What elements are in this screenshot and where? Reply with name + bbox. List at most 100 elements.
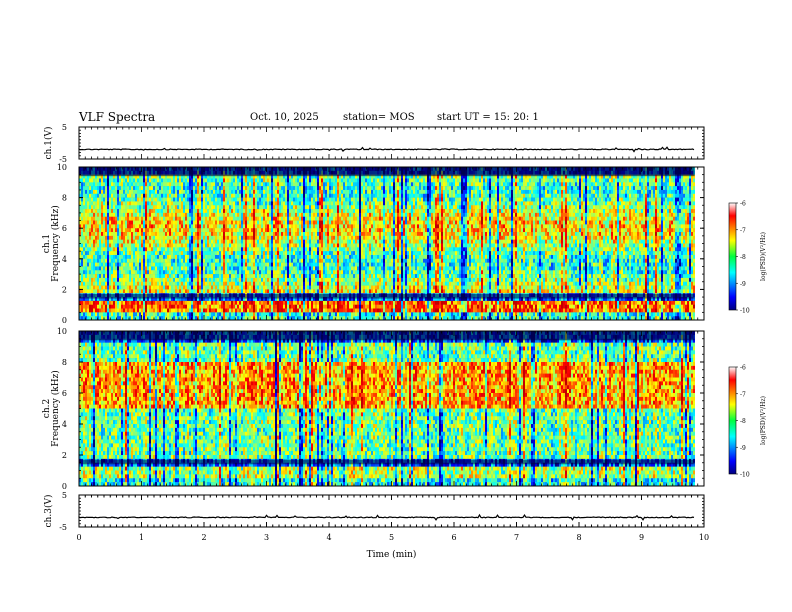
ch1-spectrogram-cell <box>147 221 149 225</box>
ch1-spectrogram-cell <box>135 255 137 259</box>
ch1-spectrogram-cell <box>153 217 155 221</box>
ch1-spectrogram-cell <box>173 301 175 305</box>
ch1-spectrogram-cell <box>177 228 179 232</box>
ch1-spectrogram-cell <box>93 209 95 213</box>
ch1-spectrogram-cell <box>91 251 93 255</box>
ch1-spectrogram-cell <box>121 213 123 217</box>
ch1-spectrogram-cell <box>111 209 113 213</box>
ch1-spectrogram-cell <box>163 309 165 313</box>
ch1-spectrogram-cell <box>95 232 97 236</box>
ch1-spectrogram-cell <box>149 251 151 255</box>
ch1-spectrogram-cell <box>151 270 153 274</box>
ch1-spectrogram-cell <box>147 266 149 270</box>
ch1-spectrogram-cell <box>121 286 123 290</box>
ch1-spectrogram-cell <box>103 236 105 240</box>
ch1-spectrogram-cell <box>133 278 135 282</box>
ch1-spectrogram-cell <box>83 251 85 255</box>
ch1-spectrogram-cell <box>127 244 129 248</box>
ch1-spectrogram-cell <box>165 312 167 316</box>
ch1-spectrogram-cell <box>113 198 115 202</box>
ch1-spectrogram-cell <box>135 205 137 209</box>
ch1-spectrogram-cell <box>137 198 139 202</box>
ch1-spectrogram-cell <box>129 198 131 202</box>
ch1-spectrogram-cell <box>163 255 165 259</box>
ch1-spectrogram-cell <box>137 221 139 225</box>
ch1-spectrogram-cell <box>93 240 95 244</box>
ch1-spectrogram-cell <box>161 286 163 290</box>
ch1-spectrogram-cell <box>171 178 173 182</box>
ch1-spectrogram-cell <box>99 244 101 248</box>
ch1-spectrogram-cell <box>155 251 157 255</box>
ch1-spectrogram-cell <box>171 232 173 236</box>
ch1-spectrogram-cell <box>177 255 179 259</box>
ch1-spectrogram-cell <box>167 221 169 225</box>
ch1-spectrogram-cell <box>99 289 101 293</box>
ch1-spectrogram-cell <box>167 205 169 209</box>
ch1-spectrogram-cell <box>99 178 101 182</box>
ch1-spectrogram-cell <box>155 209 157 213</box>
ch1-spectrogram-cell <box>95 312 97 316</box>
ch1-spectrogram-cell <box>149 259 151 263</box>
ch1-spectrogram-cell <box>177 309 179 313</box>
ch1-spectrogram-cell <box>149 205 151 209</box>
ch1-spectrogram-cell <box>179 182 181 186</box>
ch1-spectrogram-cell <box>99 274 101 278</box>
ch1-spectrogram-cell <box>161 201 163 205</box>
ch1-spectrogram-cell <box>85 190 87 194</box>
ch1-spectrogram-cell <box>149 270 151 274</box>
ch1-spectrogram-cell <box>127 232 129 236</box>
ch1-spectrogram-cell <box>167 286 169 290</box>
ch1-spectrogram-cell <box>151 240 153 244</box>
ch1-spectrogram-cell <box>153 305 155 309</box>
ch1-spectrogram-cell <box>163 228 165 232</box>
ch1-spectrogram-cell <box>113 309 115 313</box>
ch1-spectrogram-cell <box>119 263 121 267</box>
ch1-spectrogram-cell <box>101 305 103 309</box>
ch1-spectrogram-cell <box>107 255 109 259</box>
ch1-spectrogram-cell <box>131 286 133 290</box>
ch1-spectrogram-cell <box>91 198 93 202</box>
ch1-spectrogram-cell <box>115 251 117 255</box>
ch1-spectrogram-cell <box>137 186 139 190</box>
ch1-spectrogram-cell <box>165 186 167 190</box>
ch1-spectrogram-cell <box>93 201 95 205</box>
ch1-spectrogram-cell <box>163 236 165 240</box>
ch1-spectrogram-cell <box>91 274 93 278</box>
ch1-spectrogram-cell <box>103 251 105 255</box>
ch1-spectrogram-cell <box>175 301 177 305</box>
ch1-spectrogram-cell <box>155 182 157 186</box>
ch1-spectrogram-cell <box>115 240 117 244</box>
ch1-spectrogram-cell <box>93 301 95 305</box>
ch1-spectrogram-cell <box>149 282 151 286</box>
ch1-spectrogram-cell <box>99 247 101 251</box>
ch1-spectrogram-cell <box>107 217 109 221</box>
ch1-spectrogram-cell <box>167 209 169 213</box>
ch1-spectrogram-cell <box>99 213 101 217</box>
ch1-spectrogram-cell <box>113 312 115 316</box>
ch1-spectrogram-cell <box>95 186 97 190</box>
ch1-spectrogram-cell <box>159 305 161 309</box>
ch1-spectrogram-cell <box>129 244 131 248</box>
ch1-spectrogram-cell <box>163 224 165 228</box>
ch1-spectrogram-cell <box>81 259 83 263</box>
ch1-spectrogram-cell <box>137 263 139 267</box>
ch1-spectrogram-cell <box>119 282 121 286</box>
ch1-spectrogram-cell <box>159 312 161 316</box>
ch1-spectrogram-cell <box>131 305 133 309</box>
ch1-spectrogram-cell <box>147 259 149 263</box>
ch1-spectrogram-cell <box>173 198 175 202</box>
ch1-spectrogram-cell <box>115 263 117 267</box>
ch1-spectrogram-cell <box>169 278 171 282</box>
ch1-spectrogram-cell <box>173 236 175 240</box>
ch1-spectrogram-cell <box>81 274 83 278</box>
ch1-spectrogram-cell <box>129 282 131 286</box>
ch1-spectrogram-cell <box>163 270 165 274</box>
ch1-spectrogram-cell <box>177 274 179 278</box>
ch1-spectrogram-cell <box>113 209 115 213</box>
ch1-spectrogram-cell <box>131 221 133 225</box>
ch1-spectrogram-cell <box>115 217 117 221</box>
ch1-spectrogram-cell <box>145 286 147 290</box>
ch1-spectrogram-cell <box>169 266 171 270</box>
ch1-spectrogram-cell <box>115 228 117 232</box>
ch1-spectrogram-cell <box>93 205 95 209</box>
